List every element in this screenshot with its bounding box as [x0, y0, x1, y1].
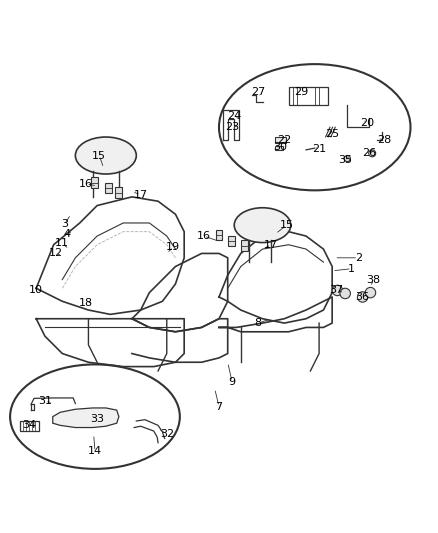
Text: 26: 26	[362, 148, 376, 158]
Ellipse shape	[219, 64, 410, 190]
Text: 9: 9	[229, 377, 236, 387]
Ellipse shape	[234, 208, 291, 243]
Text: 30: 30	[273, 142, 287, 152]
Text: 24: 24	[227, 111, 241, 122]
Text: 18: 18	[79, 298, 93, 309]
Text: 31: 31	[38, 397, 52, 407]
Bar	[275, 146, 283, 150]
Text: 7: 7	[215, 402, 223, 411]
Text: 2: 2	[355, 253, 362, 263]
Text: 20: 20	[360, 118, 374, 128]
Text: 8: 8	[254, 318, 262, 328]
Bar	[289, 87, 328, 104]
Text: 22: 22	[277, 135, 291, 146]
Text: 17: 17	[264, 240, 278, 250]
Circle shape	[369, 150, 376, 157]
Circle shape	[344, 156, 350, 161]
Text: 21: 21	[312, 144, 326, 154]
Circle shape	[365, 287, 376, 298]
Text: 25: 25	[325, 129, 339, 139]
Bar	[228, 236, 235, 246]
Text: 15: 15	[279, 220, 293, 230]
Text: 32: 32	[160, 429, 174, 439]
Text: 19: 19	[166, 242, 180, 252]
Bar	[275, 137, 286, 143]
Text: 1: 1	[348, 264, 355, 273]
Text: 10: 10	[29, 286, 43, 295]
Bar	[241, 240, 248, 251]
Polygon shape	[53, 408, 119, 427]
Bar	[92, 177, 99, 188]
Text: 16: 16	[79, 179, 93, 189]
Text: 38: 38	[367, 274, 381, 285]
Text: 15: 15	[92, 150, 106, 160]
Ellipse shape	[75, 137, 136, 174]
Text: 3: 3	[61, 219, 68, 229]
Bar	[20, 422, 39, 431]
Text: 37: 37	[329, 286, 343, 295]
Text: 28: 28	[377, 135, 392, 146]
Text: 34: 34	[23, 421, 37, 430]
Text: 11: 11	[55, 238, 69, 248]
Circle shape	[340, 288, 350, 298]
Circle shape	[357, 292, 368, 302]
Text: 23: 23	[225, 122, 239, 132]
Text: 36: 36	[356, 292, 370, 302]
Circle shape	[332, 285, 343, 296]
Bar	[116, 187, 122, 198]
Text: 4: 4	[63, 229, 70, 239]
Text: 29: 29	[295, 87, 309, 98]
Text: 16: 16	[197, 231, 211, 241]
Bar	[215, 230, 223, 240]
Ellipse shape	[10, 365, 180, 469]
Text: 33: 33	[90, 414, 104, 424]
Text: 14: 14	[88, 447, 102, 456]
Text: 35: 35	[338, 155, 352, 165]
Bar	[105, 183, 112, 193]
Text: 17: 17	[134, 190, 148, 200]
Text: 27: 27	[251, 87, 265, 98]
Text: 12: 12	[49, 248, 63, 259]
